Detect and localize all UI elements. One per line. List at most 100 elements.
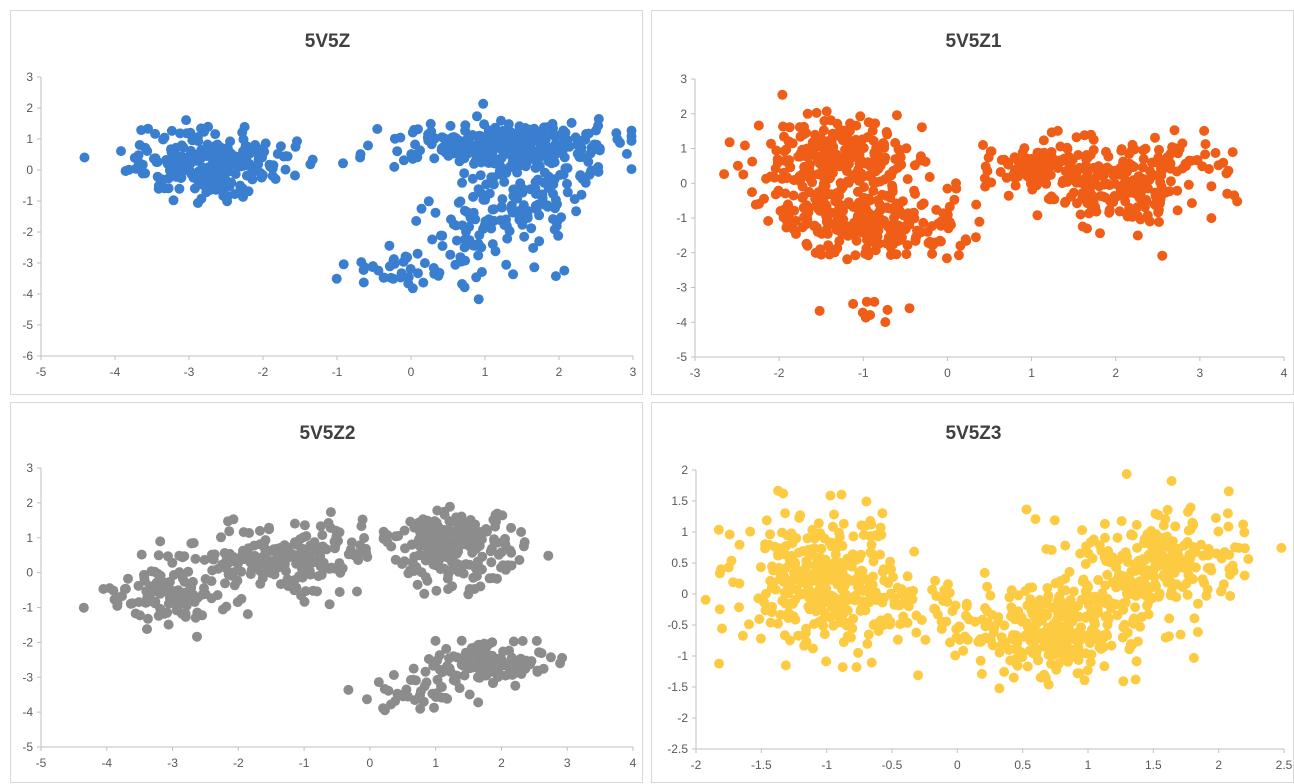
data-point (1097, 633, 1108, 644)
data-point (860, 248, 871, 259)
scatter-points (78, 501, 568, 716)
data-point (1093, 575, 1104, 585)
data-point (780, 549, 791, 560)
data-point (1183, 179, 1194, 190)
data-point (868, 135, 879, 146)
data-point (1206, 213, 1217, 224)
data-point (714, 568, 725, 579)
data-point (1201, 590, 1212, 601)
data-point (241, 170, 252, 181)
data-point (459, 282, 470, 293)
data-point (456, 635, 467, 646)
data-point (901, 249, 912, 260)
data-point (453, 530, 464, 541)
data-point (117, 591, 127, 602)
data-point (814, 602, 825, 613)
x-tick-label: -3 (184, 365, 195, 379)
data-point (813, 518, 824, 529)
data-point (378, 526, 389, 537)
data-point (498, 560, 508, 571)
data-point (1099, 518, 1110, 529)
data-point (298, 532, 309, 543)
data-point (747, 156, 758, 167)
data-point (1124, 158, 1135, 169)
data-point (1074, 668, 1085, 679)
data-point (412, 579, 423, 590)
data-point (550, 203, 560, 214)
data-point (797, 192, 808, 203)
data-point (405, 264, 416, 274)
data-point (1125, 575, 1136, 586)
data-point (916, 122, 927, 133)
data-point (530, 163, 541, 173)
data-point (810, 200, 821, 211)
data-point (473, 294, 484, 305)
data-point (203, 121, 213, 132)
data-point (986, 609, 997, 620)
data-point (424, 546, 435, 557)
data-point (388, 670, 399, 680)
y-tick-label: 2 (681, 463, 688, 477)
x-tick-label: 0 (954, 758, 961, 772)
data-point (1119, 619, 1130, 630)
data-point (1170, 143, 1181, 154)
data-point (436, 692, 447, 703)
data-point (1018, 631, 1029, 642)
data-point (222, 142, 233, 153)
data-point (1175, 629, 1186, 640)
data-point (1080, 559, 1091, 569)
data-point (429, 153, 440, 164)
data-point (1150, 132, 1160, 143)
data-point (1034, 595, 1045, 605)
data-point (816, 133, 827, 144)
data-point (961, 598, 972, 609)
data-point (494, 668, 504, 679)
data-point (508, 191, 519, 201)
data-point (420, 555, 431, 566)
data-point (868, 185, 879, 196)
data-point (875, 219, 885, 230)
x-tick-label: 1.5 (1145, 758, 1162, 772)
data-point (473, 250, 484, 261)
data-point (856, 603, 867, 614)
data-point (820, 554, 831, 565)
data-point (1056, 645, 1067, 656)
data-point (836, 601, 847, 612)
data-point (488, 678, 498, 689)
data-point (183, 566, 194, 577)
data-point (838, 518, 849, 529)
data-point (559, 265, 570, 276)
data-point (811, 107, 822, 118)
data-point (246, 565, 257, 576)
data-point (245, 557, 256, 568)
data-point (536, 648, 547, 659)
data-point (853, 582, 863, 593)
data-point (840, 228, 851, 239)
data-point (911, 610, 922, 621)
data-point (904, 303, 915, 314)
data-point (445, 249, 456, 260)
data-point (1102, 162, 1113, 173)
data-point (359, 533, 370, 543)
x-tick-label: 2 (1112, 366, 1119, 380)
data-point (430, 635, 441, 646)
data-point (976, 668, 987, 679)
data-point (517, 219, 528, 230)
data-point (885, 556, 896, 567)
data-point (514, 160, 525, 171)
data-point (392, 146, 403, 157)
data-point (555, 658, 566, 669)
x-tick-label: -3 (690, 366, 701, 380)
data-point (1106, 640, 1117, 651)
data-point (781, 172, 792, 183)
chart-title: 5V5Z2 (300, 423, 356, 444)
data-point (229, 580, 240, 591)
data-point (873, 617, 884, 628)
data-point (724, 529, 735, 540)
data-point (766, 138, 776, 149)
data-point (954, 634, 965, 645)
data-point (765, 575, 776, 586)
data-point (192, 631, 202, 642)
data-point (502, 233, 513, 244)
data-point (471, 662, 482, 673)
